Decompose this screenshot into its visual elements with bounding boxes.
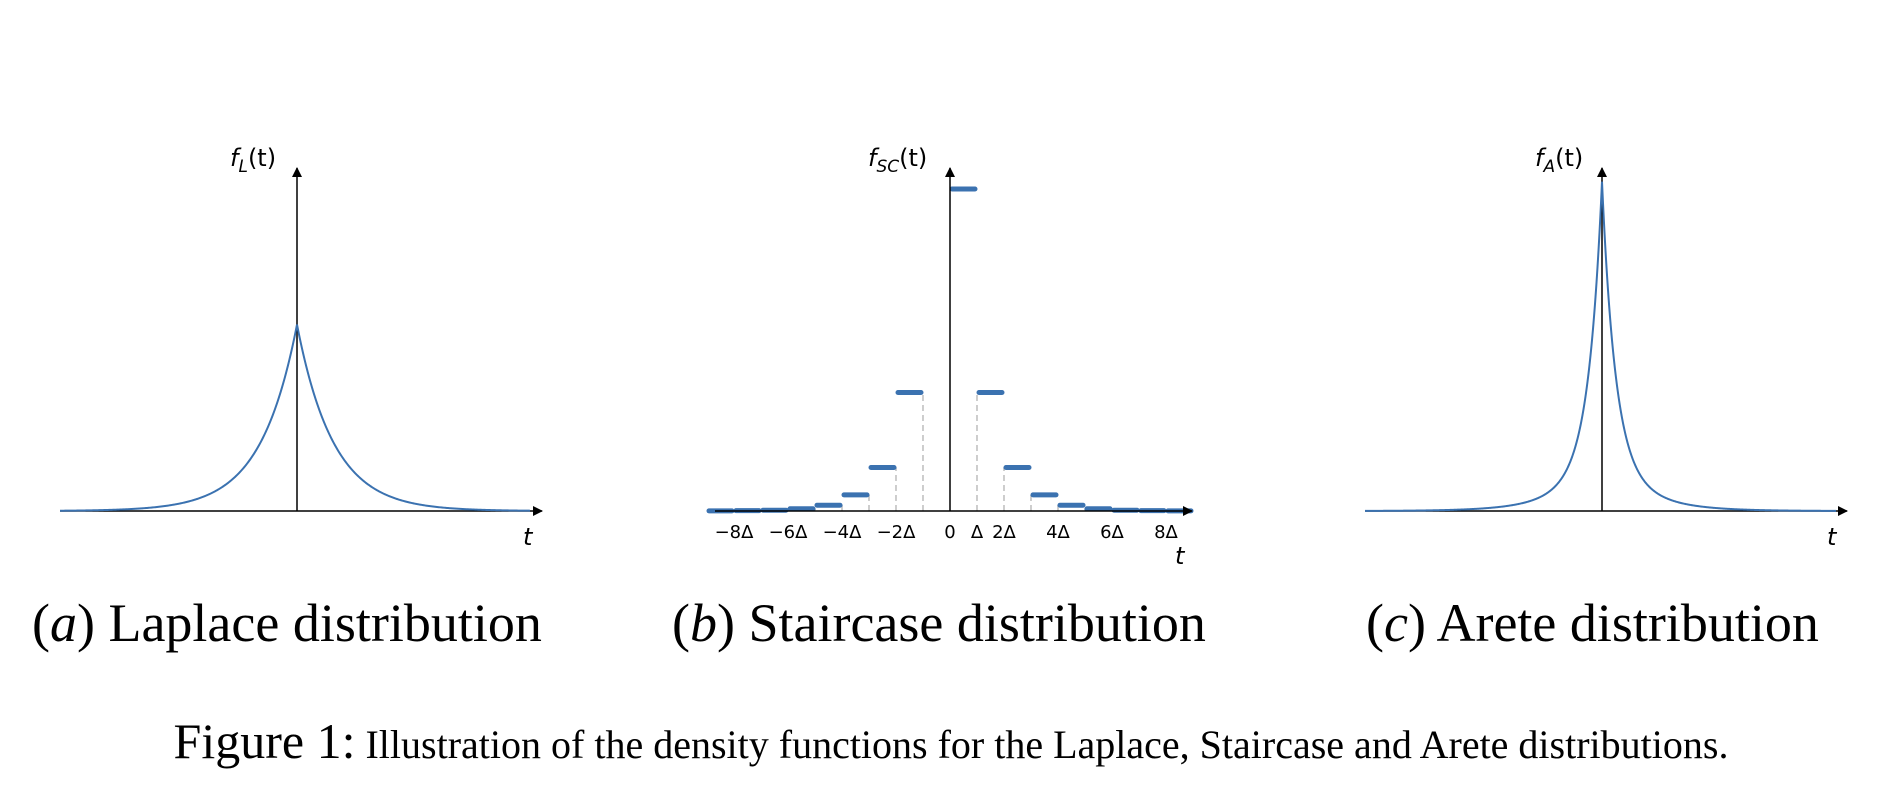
staircase-x-tick-label: Δ: [971, 522, 984, 543]
caption-staircase-letter: b: [689, 593, 717, 653]
caption-arete-letter: c: [1383, 593, 1408, 653]
caption-staircase: (b) Staircase distribution: [672, 593, 1206, 653]
caption-arete-text: Arete distribution: [1436, 593, 1819, 653]
staircase-panel: −8Δ −6Δ −4Δ −2Δ 0 Δ 2Δ 4Δ 6Δ 8Δ fSC(t) t: [706, 144, 1194, 570]
laplace-x-axis-label: t: [523, 523, 534, 551]
staircase-x-tick-label: −4Δ: [823, 522, 863, 543]
arete-panel: fA(t) t: [1364, 144, 1848, 551]
staircase-x-tick-label: 2Δ: [992, 522, 1016, 543]
staircase-x-tick-label: −2Δ: [877, 522, 917, 543]
staircase-x-tick-label: 8Δ: [1154, 522, 1178, 543]
caption-laplace: (a) Laplace distribution: [32, 593, 542, 653]
figure-caption: Figure 1: Illustration of the density fu…: [0, 712, 1902, 770]
arete-density-curve: [1364, 181, 1837, 512]
caption-laplace-text: Laplace distribution: [108, 593, 542, 653]
figure-caption-text: Illustration of the density functions fo…: [365, 722, 1729, 767]
staircase-x-axis-label: t: [1175, 542, 1186, 570]
caption-arete: (c) Arete distribution: [1366, 593, 1819, 653]
laplace-panel: fL(t) t: [59, 144, 543, 551]
caption-staircase-text: Staircase distribution: [748, 593, 1206, 653]
laplace-y-axis-label: fL(t): [230, 144, 276, 177]
staircase-y-axis-label: fSC(t): [868, 144, 927, 177]
caption-laplace-letter: a: [49, 593, 77, 653]
laplace-density-curve: [59, 324, 531, 512]
staircase-x-tick-label: 0: [944, 522, 955, 543]
staircase-x-tick-labels: −8Δ −6Δ −4Δ −2Δ 0 Δ 2Δ 4Δ 6Δ 8Δ: [715, 522, 1179, 543]
staircase-x-tick-label: 4Δ: [1046, 522, 1070, 543]
staircase-x-tick-label: 6Δ: [1100, 522, 1124, 543]
arete-x-axis-label: t: [1827, 523, 1838, 551]
figure-caption-label: Figure 1:: [173, 713, 356, 769]
staircase-x-tick-label: −8Δ: [715, 522, 755, 543]
staircase-x-tick-label: −6Δ: [769, 522, 809, 543]
arete-y-axis-label: fA(t): [1535, 144, 1583, 177]
